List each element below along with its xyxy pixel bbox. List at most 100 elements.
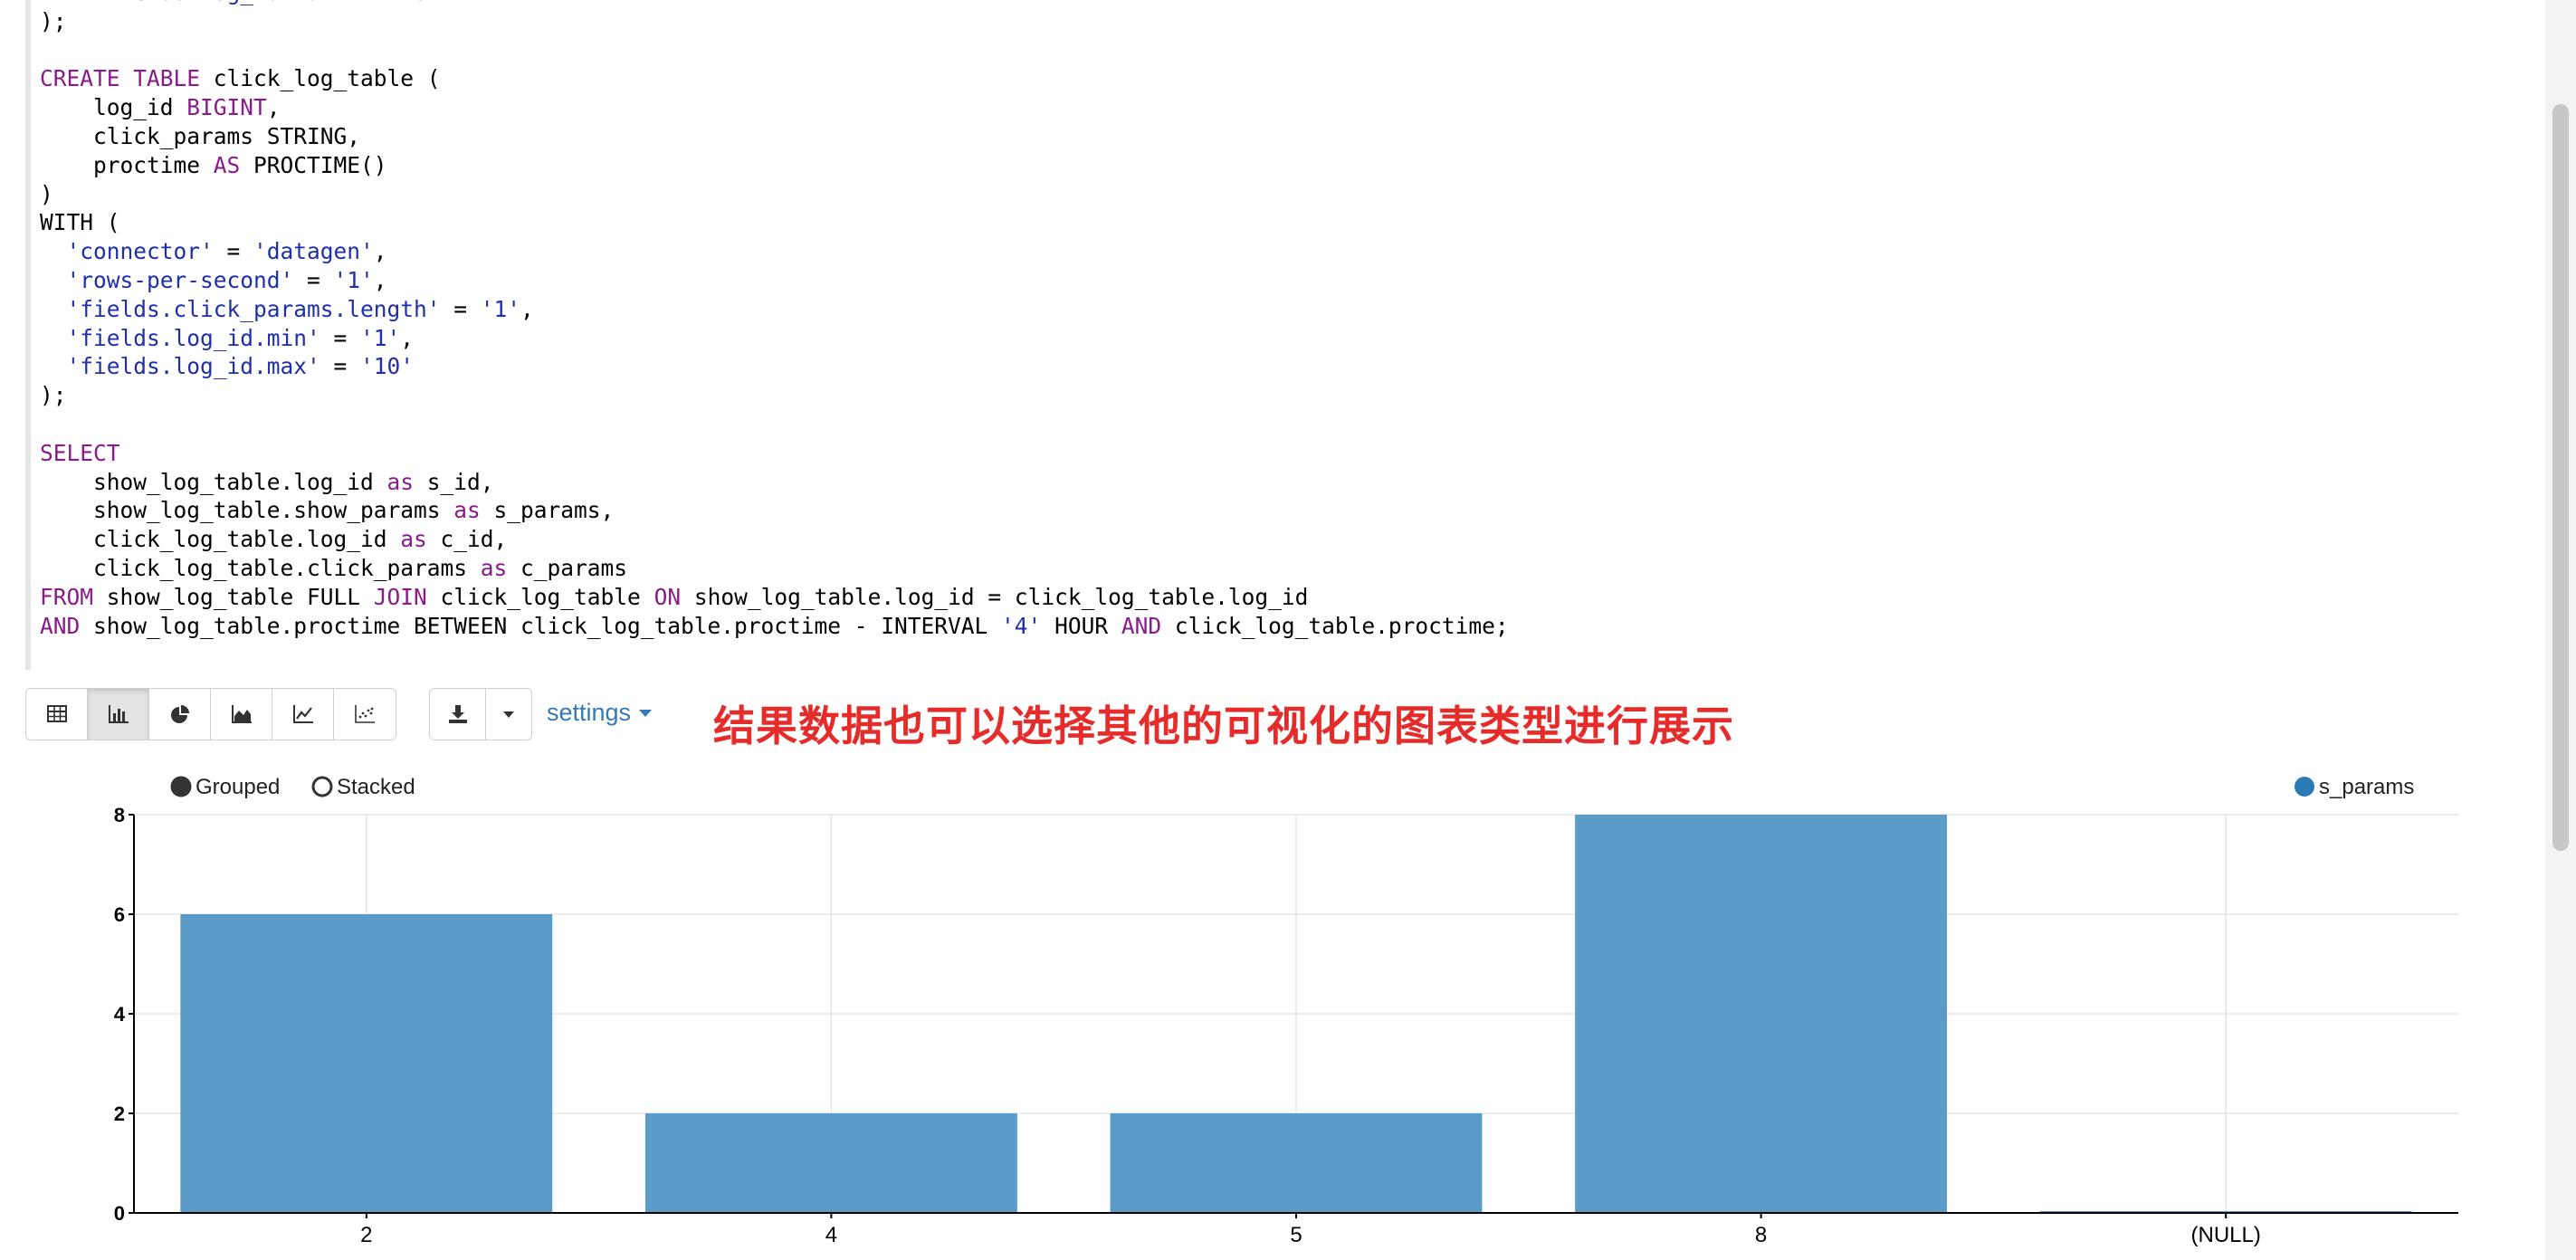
scatter-chart-button[interactable] [334, 689, 396, 740]
code-token: FROM [40, 583, 94, 610]
code-line: WITH ( [40, 208, 1509, 237]
mode-option-stacked[interactable]: Stacked [337, 775, 415, 799]
legend-label[interactable]: s_params [2319, 775, 2414, 799]
code-token: PROCTIME() [240, 151, 387, 178]
chart-type-toolbar [25, 688, 396, 740]
code-line: show_log_table.show_params as s_params, [40, 496, 1509, 525]
radio-unselected-icon[interactable] [311, 776, 333, 797]
code-line: ); [40, 7, 1509, 36]
code-token: = [440, 295, 481, 322]
download-toolbar [429, 688, 532, 740]
caret-down-icon [639, 709, 653, 717]
line-chart-icon [292, 705, 313, 723]
x-tick-label: 2 [360, 1223, 372, 1247]
x-tick-label: (NULL) [2191, 1223, 2261, 1247]
code-line: 'fields.log_id.min' = '1', [40, 324, 1509, 353]
area-chart-button[interactable] [211, 689, 272, 740]
code-editor[interactable]: 'fields.log_id.max' = '10'); CREATE TABLE… [0, 0, 2534, 670]
bar-chart: 0 2 4 6 8 2 4 5 8 (NULL) Grouped Stacked s_params [114, 775, 2458, 1247]
caret-down-icon [503, 711, 514, 718]
code-line: click_log_table.log_id as c_id, [40, 525, 1509, 554]
code-token: , [266, 94, 281, 121]
sql-code[interactable]: 'fields.log_id.max' = '10'); CREATE TABLE… [40, 0, 1509, 640]
code-line: SELECT [40, 439, 1509, 468]
code-line: ) [40, 180, 1509, 209]
code-line: AND show_log_table.proctime BETWEEN clic… [40, 612, 1509, 641]
code-token: AND [40, 612, 81, 639]
code-token: show_log_table.proctime BETWEEN click_lo… [80, 612, 1002, 639]
download-button[interactable] [430, 689, 486, 740]
code-token: click_log_table [426, 583, 654, 610]
pie-chart-button[interactable] [149, 689, 211, 740]
code-token: = [320, 353, 361, 380]
code-token: '10' [360, 353, 415, 380]
table-icon [46, 705, 67, 722]
code-token: 'fields.click_params.length' [40, 295, 441, 322]
bar-chart-icon [108, 705, 129, 723]
code-line: proctime AS PROCTIME() [40, 151, 1509, 180]
y-tick-label: 0 [114, 1202, 125, 1225]
code-token: as [480, 554, 508, 581]
code-token: click_log_table.click_params [40, 554, 481, 581]
area-chart-icon [231, 705, 252, 723]
code-token: show_log_table.log_id [40, 468, 387, 495]
code-line: 'fields.log_id.max' = '10' [40, 352, 1509, 381]
line-chart-button[interactable] [272, 689, 334, 740]
download-options-button[interactable] [486, 689, 531, 740]
code-token: c_params [507, 554, 628, 581]
scatter-chart-icon [355, 705, 375, 723]
x-tick-label: 4 [825, 1223, 837, 1247]
settings-dropdown[interactable]: settings [547, 699, 653, 727]
code-token: '4' [1001, 612, 1042, 639]
code-token: SELECT [40, 439, 120, 466]
code-token: c_id, [426, 526, 508, 553]
code-token: JOIN [373, 583, 427, 610]
editor-gutter [25, 0, 31, 670]
y-tick-label: 4 [114, 1003, 126, 1026]
code-token: as [386, 468, 415, 495]
code-line: FROM show_log_table FULL JOIN click_log_… [40, 583, 1509, 612]
code-line [40, 36, 1509, 65]
code-token: AS [213, 151, 241, 178]
code-token: BIGINT [186, 94, 267, 121]
code-token: 'fields.log_id.min' [40, 324, 320, 351]
code-token: 'fields.log_id.max' [40, 353, 320, 380]
code-token: 'datagen' [253, 238, 374, 265]
code-line: click_log_table.click_params as c_params [40, 554, 1509, 583]
bar[interactable] [1110, 1113, 1483, 1213]
scrollbar-thumb[interactable] [2552, 104, 2569, 851]
code-line: 'connector' = 'datagen', [40, 237, 1509, 266]
bar[interactable] [644, 1113, 1017, 1213]
bar-chart-button[interactable] [88, 689, 149, 740]
code-token: click_log_table.proctime; [1161, 612, 1509, 639]
bar[interactable] [1575, 815, 1948, 1213]
code-token: '1' [480, 295, 521, 322]
y-tick-label: 8 [114, 804, 125, 826]
code-token: 'fields.log_id.max' = '10' [40, 0, 441, 5]
code-token: show_log_table.show_params [40, 497, 454, 524]
legend-dot-icon[interactable] [2295, 777, 2314, 797]
code-token: , [373, 266, 387, 293]
code-token: as [453, 497, 481, 524]
bar[interactable] [180, 914, 553, 1213]
pie-chart-icon [170, 705, 189, 723]
code-token: s_id, [414, 468, 494, 495]
annotation-text: 结果数据也可以选择其他的可视化的图表类型进行展示 [713, 702, 1734, 749]
code-token: '1' [333, 266, 374, 293]
code-line: 'fields.log_id.max' = '10' [40, 0, 1509, 7]
code-line: ); [40, 381, 1509, 410]
code-token: AND [1121, 612, 1162, 639]
code-token: show_log_table FULL [93, 583, 374, 610]
code-token: 'connector' [40, 238, 214, 265]
table-view-button[interactable] [26, 689, 88, 740]
code-token: click_log_table.log_id [40, 526, 401, 553]
radio-selected-icon[interactable] [170, 776, 192, 797]
code-token: , [520, 295, 534, 322]
code-line: show_log_table.log_id as s_id, [40, 468, 1509, 497]
code-line: click_params STRING, [40, 122, 1509, 151]
mode-option-grouped[interactable]: Grouped [196, 775, 280, 799]
code-token: ON [654, 583, 682, 610]
code-line: 'rows-per-second' = '1', [40, 266, 1509, 295]
code-token: WITH ( [40, 209, 120, 236]
code-token: click_params STRING, [40, 122, 361, 149]
